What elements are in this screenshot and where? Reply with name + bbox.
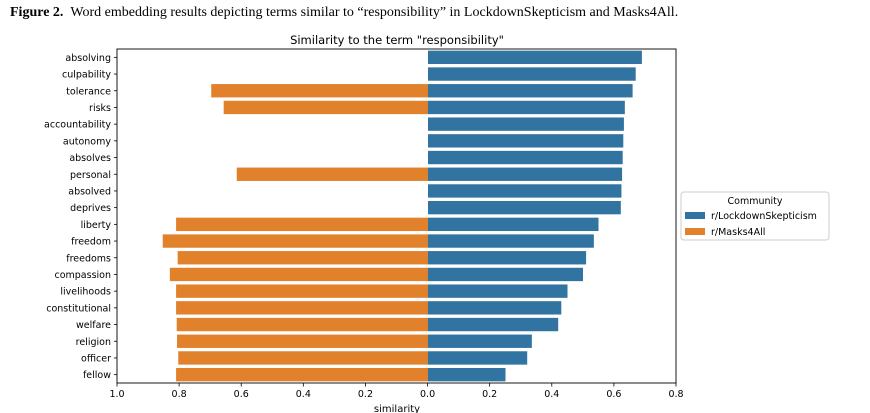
bar-r-lockdownskepticism-welfare	[428, 317, 559, 332]
figure-caption-text: Word embedding results depicting terms s…	[70, 5, 679, 20]
bar-r-lockdownskepticism-officer	[428, 351, 528, 365]
bar-r-lockdownskepticism-absolves	[428, 150, 623, 165]
y-tick-label: absolved	[68, 186, 111, 197]
y-tick-label: personal	[70, 170, 111, 181]
plot-frame	[116, 48, 677, 384]
bar-r-lockdownskepticism-fellow	[428, 367, 506, 382]
y-tick-label: constitutional	[46, 303, 111, 314]
y-tick-label: tolerance	[66, 86, 111, 97]
y-tick-label: deprives	[70, 203, 111, 214]
y-tick-label: risks	[89, 103, 111, 114]
y-tick-label: culpability	[62, 70, 111, 81]
bar-r-masks4all-welfare	[176, 317, 428, 332]
bar-r-lockdownskepticism-culpability	[428, 67, 636, 81]
bar-r-masks4all-constitutional	[176, 301, 428, 315]
x-tick-label: 1.0	[109, 389, 124, 400]
x-tick-label: 0.0	[420, 389, 435, 400]
y-tick-label: autonomy	[63, 136, 111, 147]
bar-r-lockdownskepticism-livelihoods	[428, 284, 568, 298]
bar-r-lockdownskepticism-freedoms	[428, 251, 587, 265]
bar-r-lockdownskepticism-religion	[428, 334, 532, 348]
y-tick-label: livelihoods	[60, 287, 111, 298]
bar-r-lockdownskepticism-constitutional	[428, 301, 562, 315]
bar-r-lockdownskepticism-compassion	[428, 267, 583, 282]
x-tick-label: 0.4	[296, 389, 311, 400]
bar-r-masks4all-tolerance	[211, 84, 428, 98]
legend-swatch-masks4all	[685, 228, 705, 235]
x-tick-label: 0.2	[358, 389, 373, 400]
bar-r-masks4all-freedom	[162, 234, 429, 248]
bar-r-lockdownskepticism-deprives	[428, 200, 621, 215]
bar-r-lockdownskepticism-personal	[428, 167, 623, 181]
legend-swatch-lockdownskepticism	[685, 212, 705, 219]
x-axis-label: similarity	[374, 404, 420, 413]
y-tick-label: religion	[76, 337, 111, 348]
x-tick-label: 0.8	[172, 389, 187, 400]
y-tick-label: compassion	[54, 270, 111, 281]
legend-label-masks4all: r/Masks4All	[711, 227, 765, 238]
bar-r-lockdownskepticism-absolving	[428, 50, 642, 65]
bar-r-lockdownskepticism-tolerance	[428, 84, 633, 98]
x-tick-label: 0.6	[234, 389, 249, 400]
y-tick-label: freedom	[71, 237, 111, 248]
x-tick-label: 0.8	[668, 389, 683, 400]
bar-r-masks4all-freedoms	[177, 251, 428, 265]
legend-label-lockdownskepticism: r/LockdownSkepticism	[711, 211, 817, 222]
bar-r-masks4all-officer	[178, 351, 428, 365]
bars-group	[162, 50, 642, 382]
bar-r-masks4all-religion	[177, 334, 428, 348]
y-tick-label: fellow	[83, 370, 111, 381]
bar-r-lockdownskepticism-freedom	[428, 234, 594, 248]
y-tick-label: officer	[81, 353, 111, 364]
y-tick-label: freedoms	[66, 253, 111, 264]
y-axis-labels: absolving culpability tolerance risks accoun…	[44, 53, 117, 381]
figure-caption-label: Figure 2.	[10, 5, 64, 20]
y-tick-label: accountability	[44, 120, 111, 131]
figure-caption: Figure 2. Word embedding results depicti…	[10, 5, 678, 21]
chart-title: Similarity to the term "responsibility"	[290, 33, 504, 47]
bar-r-lockdownskepticism-absolved	[428, 184, 622, 198]
legend-box	[680, 191, 830, 241]
x-tick-label: 0.4	[544, 389, 559, 400]
bar-r-masks4all-liberty	[176, 217, 428, 232]
x-tick-label: 0.6	[606, 389, 621, 400]
bar-r-lockdownskepticism-liberty	[428, 217, 599, 232]
bar-r-lockdownskepticism-accountability	[428, 117, 624, 131]
y-tick-label: absolving	[65, 53, 111, 64]
bar-r-lockdownskepticism-autonomy	[428, 134, 624, 148]
x-axis-ticks: 1.0 0.8 0.6 0.4 0.2 0.0 0.2 0.4 0.6 0.8	[109, 383, 684, 400]
bar-r-masks4all-fellow	[176, 367, 428, 382]
y-tick-label: absolves	[69, 153, 111, 164]
bar-r-masks4all-risks	[223, 100, 428, 115]
y-tick-label: liberty	[81, 220, 112, 231]
y-tick-label: welfare	[76, 320, 111, 331]
bar-r-masks4all-livelihoods	[176, 284, 428, 298]
bar-r-masks4all-compassion	[169, 267, 428, 282]
x-tick-label: 0.2	[482, 389, 497, 400]
legend-title: Community	[728, 196, 783, 207]
legend: Community r/LockdownSkepticism r/Masks4A…	[680, 191, 830, 241]
bar-r-lockdownskepticism-risks	[428, 100, 625, 115]
bar-r-masks4all-personal	[236, 167, 428, 181]
